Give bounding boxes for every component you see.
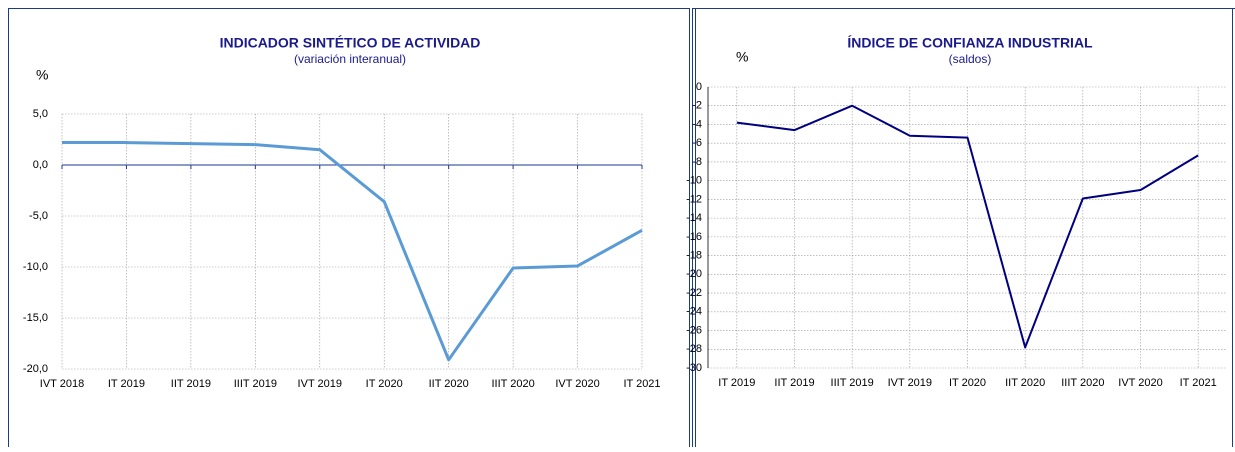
- x-tick-label: IVT 2020: [1118, 377, 1162, 389]
- x-tick-label: IIIT 2019: [234, 378, 277, 390]
- y-tick-label: -30: [686, 362, 702, 374]
- data-line: [62, 143, 642, 360]
- x-tick-label: IT 2019: [718, 377, 755, 389]
- x-tick-label: IVT 2019: [298, 378, 342, 390]
- chart-subtitle: (variación interanual): [294, 52, 406, 66]
- x-tick-label: IT 2019: [108, 378, 145, 390]
- y-tick-label: -5,0: [29, 210, 48, 222]
- y-tick-label: -18: [686, 250, 702, 262]
- x-tick-label: IT 2020: [366, 378, 403, 390]
- y-tick-label: -8: [692, 156, 702, 168]
- y-axis-label: %: [736, 49, 748, 65]
- x-tick-label: IT 2021: [623, 378, 660, 390]
- y-tick-label: -22: [686, 287, 702, 299]
- y-tick-label: -6: [692, 137, 702, 149]
- y-tick-label: 5,0: [33, 108, 48, 120]
- x-tick-label: IIT 2019: [171, 378, 211, 390]
- y-tick-label: -24: [686, 306, 702, 318]
- x-tick-label: IIT 2020: [429, 378, 469, 390]
- chart-title: INDICADOR SINTÉTICO DE ACTIVIDAD: [220, 35, 481, 51]
- x-tick-label: IIIT 2020: [492, 378, 535, 390]
- y-tick-label: -28: [686, 343, 702, 355]
- y-tick-label: -20: [686, 268, 702, 280]
- y-tick-label: -15,0: [23, 312, 48, 324]
- y-tick-label: -14: [686, 212, 702, 224]
- x-tick-label: IVT 2020: [555, 378, 599, 390]
- y-tick-label: 0,0: [33, 159, 48, 171]
- chart-title: ÍNDICE DE CONFIANZA INDUSTRIAL: [847, 35, 1093, 51]
- x-tick-label: IVT 2019: [888, 377, 932, 389]
- x-tick-label: IT 2021: [1180, 377, 1217, 389]
- x-tick-label: IIT 2019: [774, 377, 814, 389]
- y-tick-label: -10,0: [23, 261, 48, 273]
- y-tick-label: -4: [692, 118, 702, 130]
- y-tick-label: -26: [686, 324, 702, 336]
- y-tick-label: -20,0: [23, 363, 48, 375]
- chart-subtitle: (saldos): [949, 52, 992, 66]
- y-tick-label: -12: [686, 193, 702, 205]
- y-axis-label: %: [36, 67, 48, 83]
- x-tick-label: IIT 2020: [1005, 377, 1045, 389]
- y-tick-label: -2: [692, 100, 702, 112]
- y-tick-label: 0: [696, 81, 702, 93]
- x-tick-label: IVT 2018: [40, 378, 84, 390]
- x-tick-label: IT 2020: [949, 377, 986, 389]
- x-tick-label: IIIT 2020: [1061, 377, 1104, 389]
- y-tick-label: -10: [686, 175, 702, 187]
- y-tick-label: -16: [686, 231, 702, 243]
- x-tick-label: IIIT 2019: [831, 377, 874, 389]
